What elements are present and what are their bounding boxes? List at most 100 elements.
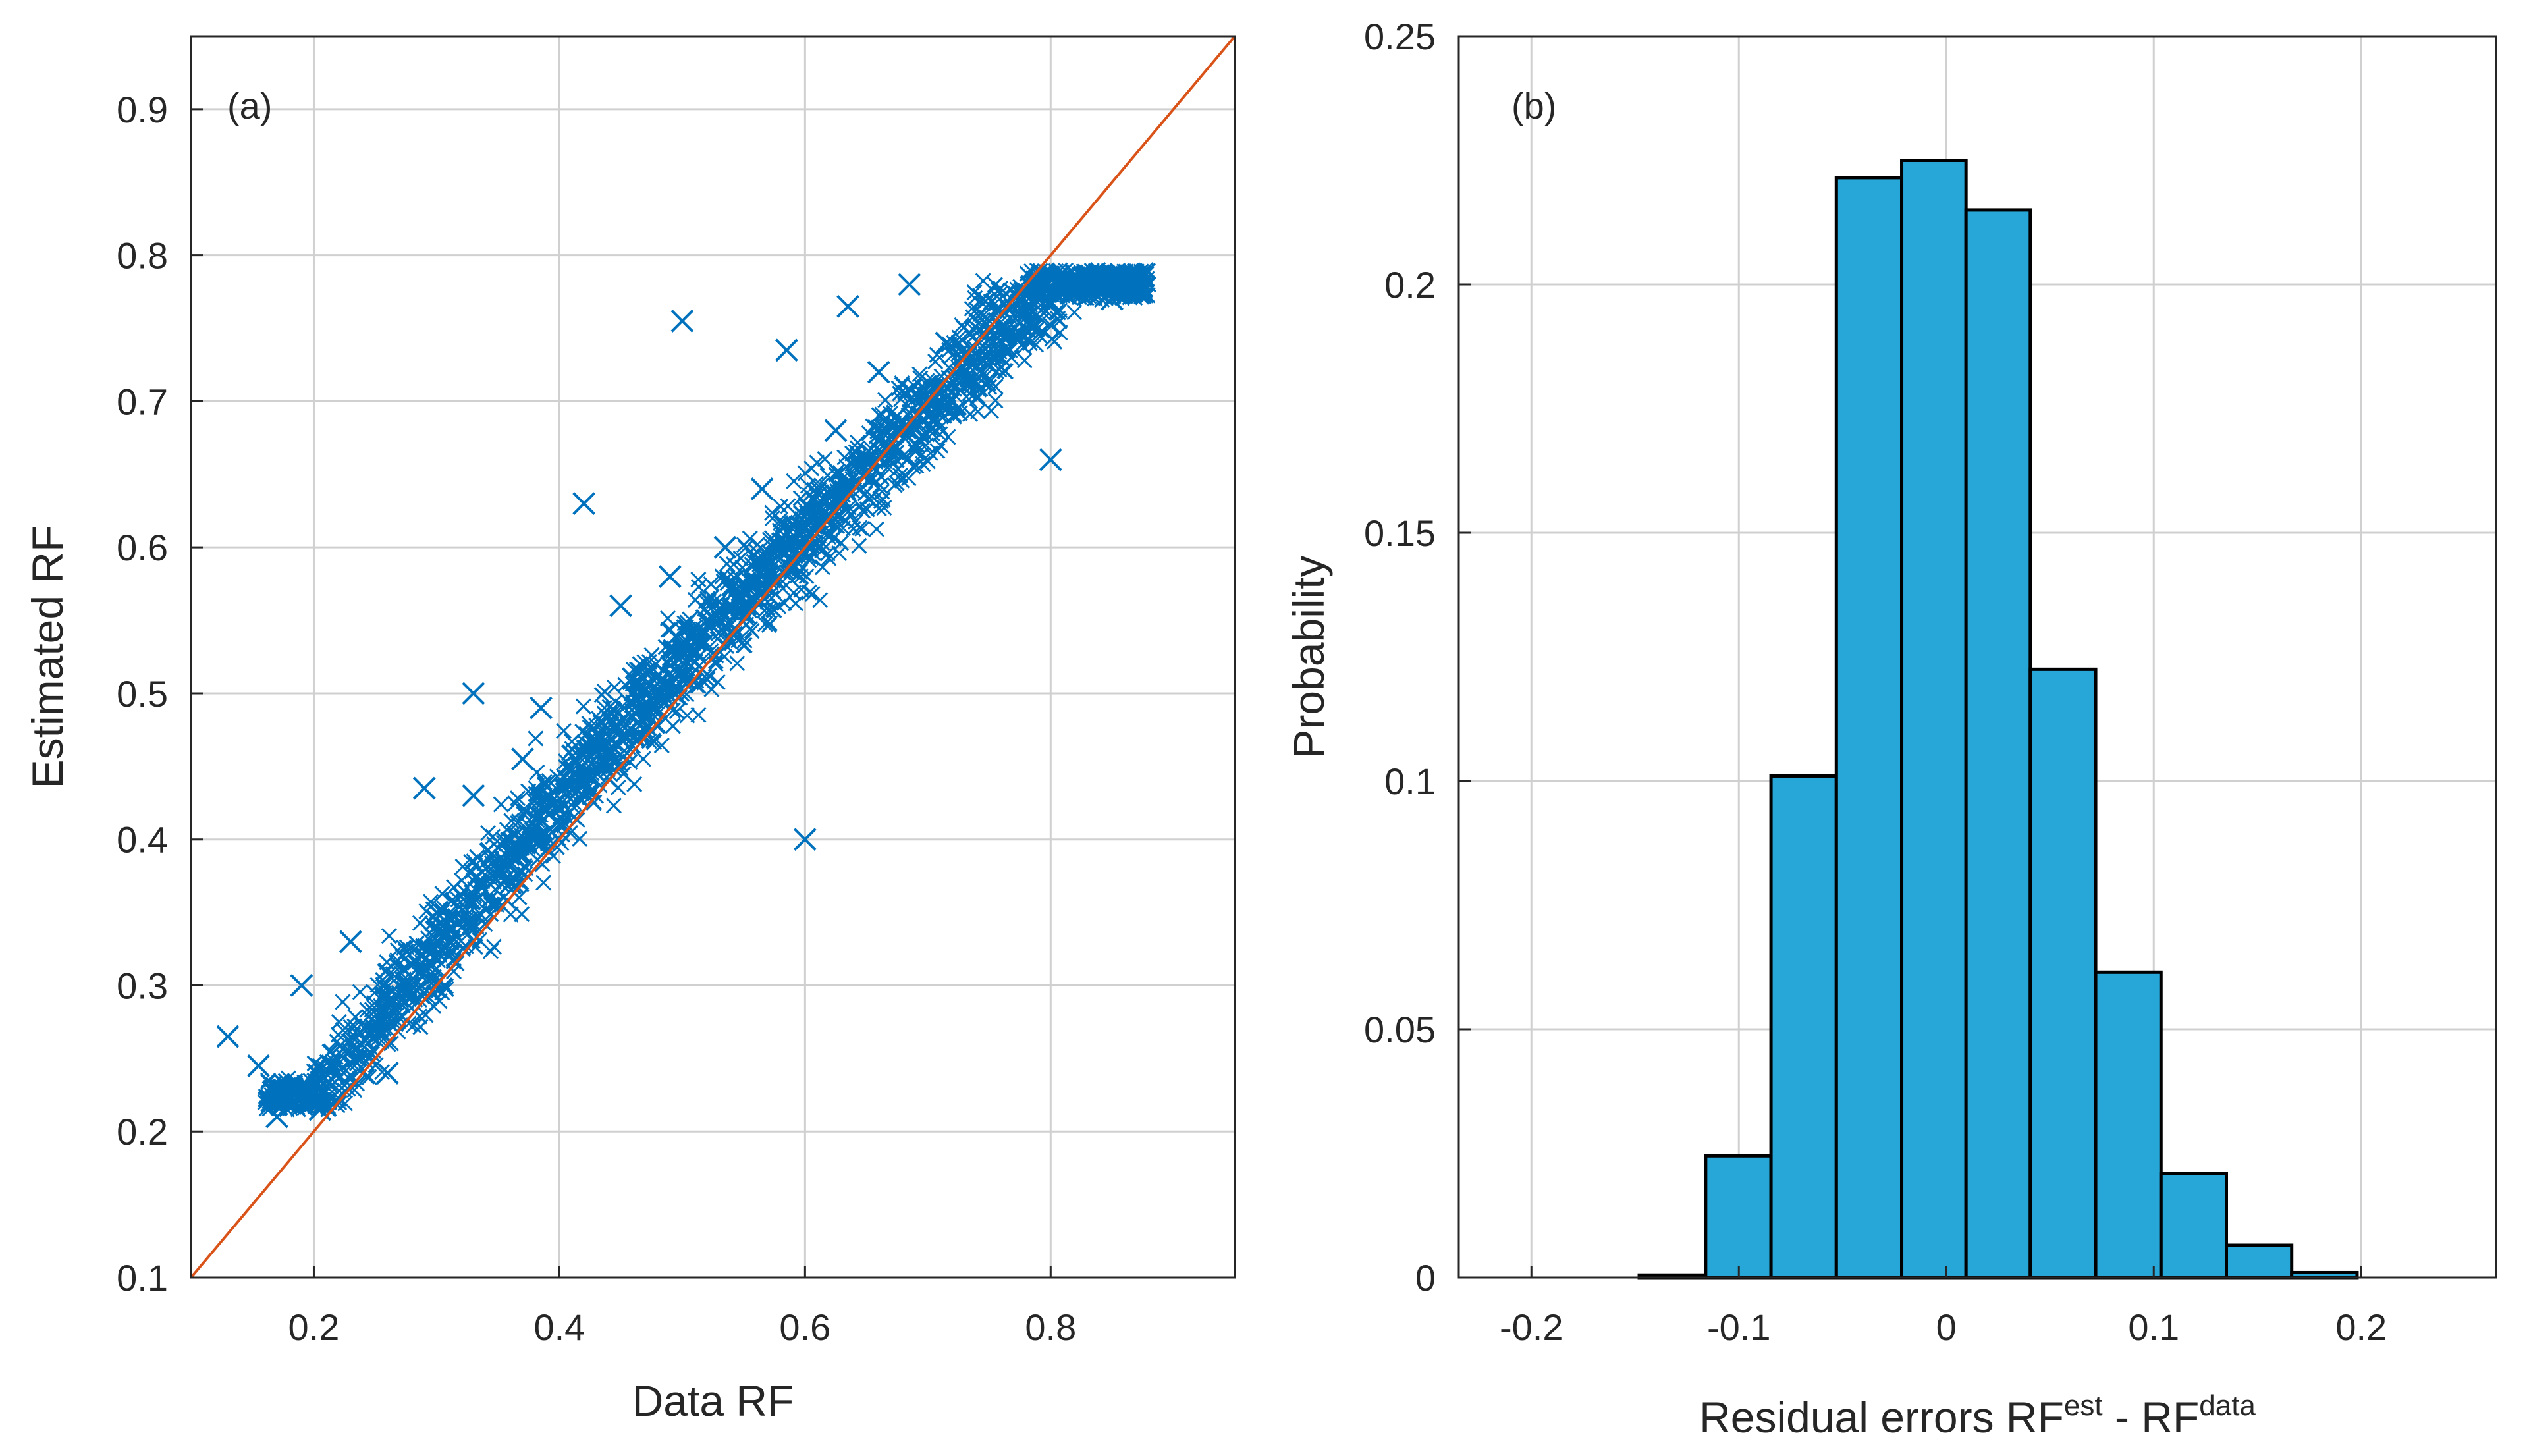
histogram-bar <box>1769 774 1838 1280</box>
scatter-point <box>971 287 995 311</box>
panel-label-b: (b) <box>1511 85 1556 126</box>
scatter-point <box>511 747 534 771</box>
scatter-point <box>898 273 921 296</box>
scatter-x-tick-label: 0.4 <box>533 1307 585 1348</box>
histogram-y-tick-label: 0.2 <box>1384 264 1436 306</box>
scatter-point <box>462 784 485 807</box>
scatter-ticks: 0.2 0.4 0.6 0.8 0.1 0.2 0.3 0.4 0.5 0.6 0.7 0.8 0.9 <box>117 89 1076 1348</box>
histogram-bar <box>1704 1154 1773 1280</box>
histogram-bar <box>2094 970 2163 1280</box>
histogram-y-tick-label: 0.1 <box>1384 761 1436 802</box>
histogram-y-tick-label: 0.15 <box>1364 512 1436 554</box>
scatter-points <box>216 262 1156 1129</box>
scatter-point <box>530 696 553 720</box>
histogram-y-tick-label: 0 <box>1415 1257 1436 1299</box>
histogram-x-tick-label: -0.1 <box>1707 1307 1771 1348</box>
scatter-point <box>572 492 596 516</box>
scatter-point <box>750 477 774 500</box>
scatter-y-tick-label: 0.4 <box>117 819 168 861</box>
scatter-point <box>867 360 890 384</box>
scatter-y-tick-label: 0.3 <box>117 965 168 1006</box>
histogram-x-axis-label: Residual errors RFest - RFdata <box>1699 1389 2256 1442</box>
scatter-point <box>639 696 663 720</box>
scatter-point <box>265 1105 288 1129</box>
scatter-point-cloud <box>257 262 1156 1118</box>
histogram-bar <box>2159 1172 2228 1280</box>
histogram-x-tick-label: 0.1 <box>2128 1307 2179 1348</box>
scatter-point <box>793 828 817 851</box>
scatter-point <box>670 310 694 333</box>
histogram-bar <box>2028 667 2098 1280</box>
xlabel-superscript-data: data <box>2199 1389 2256 1422</box>
scatter-point <box>1008 302 1032 325</box>
scatter-point <box>885 404 909 428</box>
histogram-x-tick-label: -0.2 <box>1500 1307 1564 1348</box>
scatter-point <box>775 338 798 362</box>
scatter-point <box>1051 273 1075 296</box>
xlabel-superscript-est: est <box>2064 1389 2103 1422</box>
scatter-point <box>609 594 633 618</box>
histogram-bar <box>1900 159 1968 1280</box>
scatter-chart: 0.2 0.4 0.6 0.80.10.20.30.40.50.60.70.80.9 … <box>23 35 1236 1425</box>
histogram-y-tick-label: 0.05 <box>1364 1009 1436 1050</box>
scatter-point <box>836 294 860 318</box>
scatter-point <box>1075 265 1099 289</box>
scatter-point <box>1039 448 1062 472</box>
identity-line <box>190 35 1236 1279</box>
scatter-point <box>732 580 755 603</box>
scatter-point <box>591 726 614 749</box>
histogram-bar <box>2225 1243 2294 1280</box>
scatter-point <box>621 667 645 691</box>
histogram-y-axis-label: Probability <box>1284 555 1333 758</box>
scatter-x-tick-label: 0.6 <box>779 1307 830 1348</box>
scatter-point <box>1131 265 1155 289</box>
xlabel-middle: - RF <box>2103 1393 2200 1442</box>
histogram-axes-frame <box>1457 35 2497 1279</box>
scatter-point <box>572 769 596 793</box>
histogram-bar <box>1834 176 1904 1280</box>
scatter-point <box>480 842 504 866</box>
scatter-point <box>412 776 436 800</box>
scatter-point <box>364 1017 387 1041</box>
scatter-point <box>805 492 829 516</box>
histogram-ticks: -0.2 -0.1 0 0.1 0.2 0 0.05 0.1 0.15 0.2 0.25 <box>1364 16 2387 1348</box>
scatter-point <box>290 974 313 997</box>
scatter-point <box>935 331 958 355</box>
scatter-y-tick-label: 0.5 <box>117 673 168 715</box>
scatter-point <box>658 565 682 588</box>
histogram-x-tick-label: 0.2 <box>2335 1307 2387 1348</box>
scatter-point <box>394 974 418 997</box>
scatter-point <box>321 1054 344 1077</box>
histogram-chart: -0.2 -0.1 0 0.1 0.2 0 0.05 0.1 0.15 0.2 0.25 (b) R… <box>1284 16 2497 1442</box>
scatter-x-axis-label: Data RF <box>632 1376 794 1425</box>
scatter-y-axis-label: Estimated RF <box>23 526 72 789</box>
scatter-point <box>824 419 848 443</box>
scatter-axes-frame <box>190 35 1236 1279</box>
scatter-y-tick-label: 0.7 <box>117 381 168 422</box>
scatter-y-tick-label: 0.2 <box>117 1111 168 1152</box>
histogram-bar <box>1964 208 2032 1280</box>
panel-label-a: (a) <box>227 85 272 126</box>
scatter-y-tick-label: 0.9 <box>117 89 168 130</box>
scatter-point <box>1101 287 1124 311</box>
scatter-point <box>375 1062 399 1085</box>
scatter-y-tick-label: 0.1 <box>117 1257 168 1299</box>
scatter-point <box>216 1025 240 1048</box>
scatter-point <box>247 1054 270 1077</box>
histogram-y-tick-label: 0.25 <box>1364 16 1436 57</box>
scatter-y-tick-label: 0.6 <box>117 527 168 568</box>
scatter-point <box>425 901 449 925</box>
scatter-x-tick-label: 0.8 <box>1025 1307 1076 1348</box>
scatter-point <box>462 682 485 705</box>
scatter-point <box>339 930 362 954</box>
scatter-point <box>769 535 792 559</box>
xlabel-base: Residual errors RF <box>1699 1393 2064 1442</box>
histogram-x-tick-label: 0 <box>1936 1307 1957 1348</box>
scatter-point <box>695 608 719 632</box>
scatter-point <box>713 535 737 559</box>
scatter-x-tick-label: 0.2 <box>288 1307 340 1348</box>
scatter-y-tick-label: 0.8 <box>117 235 168 277</box>
scatter-point <box>1027 287 1050 311</box>
histogram-bars <box>1637 159 2359 1280</box>
